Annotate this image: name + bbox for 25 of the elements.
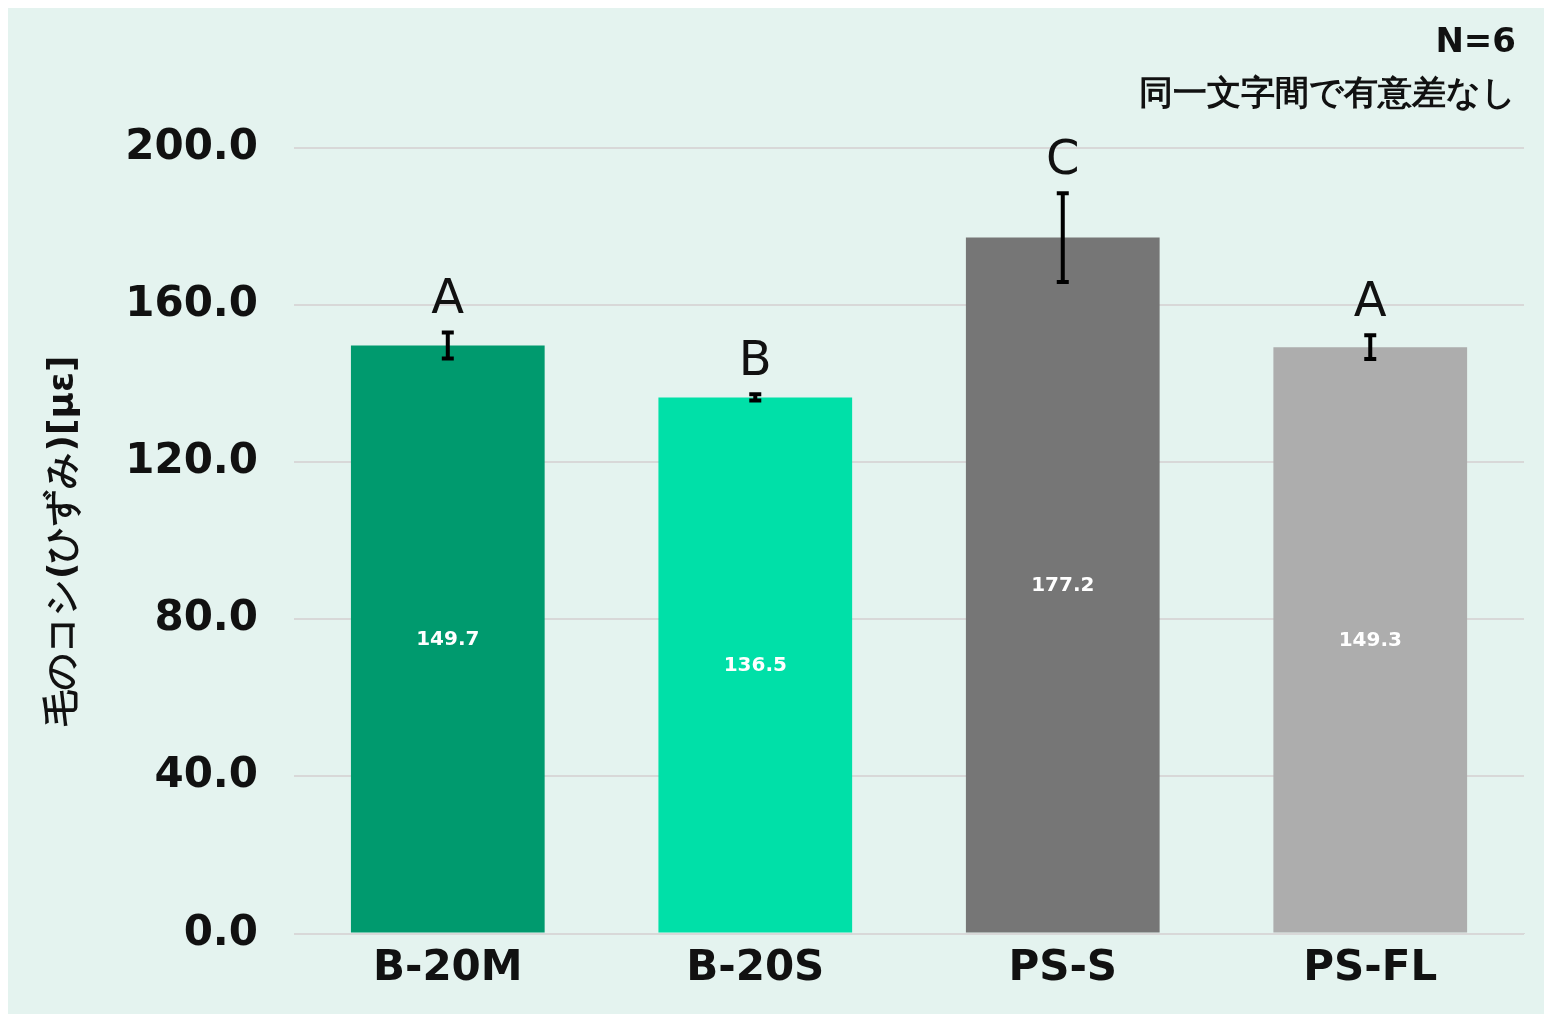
- bar: [658, 397, 853, 933]
- annotation: C: [1046, 128, 1080, 185]
- bar: [965, 237, 1160, 933]
- y-tick-label: 160.0: [125, 277, 259, 327]
- bar: [350, 345, 545, 933]
- y-tick-label: 40.0: [154, 748, 259, 798]
- y-tick-label: 120.0: [125, 434, 259, 484]
- text: N=6: [1435, 19, 1516, 60]
- y-axis-title: 毛のコシ(ひずみ)[με]: [39, 355, 82, 727]
- data-label: 136.5: [723, 651, 787, 676]
- data-label: 149.3: [1338, 626, 1402, 651]
- y-tick-label: 0.0: [183, 905, 259, 955]
- annotation: A: [1353, 270, 1387, 327]
- bar: [1273, 347, 1468, 933]
- text: 同一文字間で有意差なし: [1139, 71, 1516, 112]
- data-label: 149.7: [416, 625, 480, 650]
- x-tick-label: PS-S: [1008, 940, 1118, 990]
- y-tick-label: 80.0: [154, 591, 259, 641]
- x-tick-label: PS-FL: [1303, 940, 1438, 990]
- data-label: 177.2: [1031, 571, 1095, 596]
- annotation: B: [738, 329, 772, 386]
- x-tick-label: B-20M: [372, 940, 523, 990]
- annotation: A: [431, 268, 465, 325]
- y-tick-label: 200.0: [125, 119, 259, 169]
- x-tick-label: B-20S: [686, 940, 825, 990]
